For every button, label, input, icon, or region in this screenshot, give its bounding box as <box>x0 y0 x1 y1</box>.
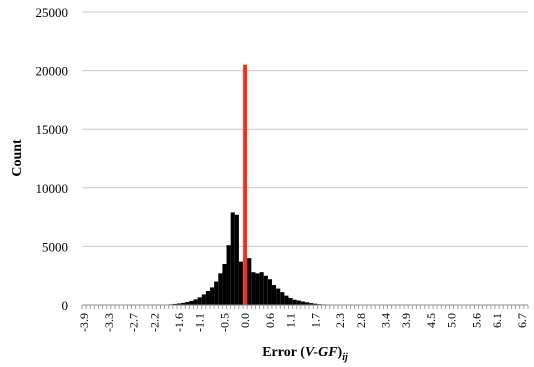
x-tick-label: 3.4 <box>379 313 393 328</box>
histogram-bar <box>296 300 301 305</box>
histogram-bar <box>247 258 252 305</box>
histogram-bar <box>226 245 231 305</box>
histogram-bar <box>214 281 219 305</box>
y-tick-label: 0 <box>62 298 69 313</box>
histogram-bar <box>193 299 198 305</box>
histogram-bar <box>201 294 206 305</box>
histogram-bar <box>251 272 256 305</box>
histogram-bar <box>210 287 215 305</box>
y-tick-labels: 0 5000 10000 15000 20000 25000 <box>36 5 69 313</box>
y-tick-label: 15000 <box>36 122 69 137</box>
x-tick-label: 0.6 <box>263 313 277 328</box>
x-axis-title-variable: V-GF <box>305 345 338 360</box>
histogram-bar <box>284 295 289 305</box>
histogram-bar <box>181 302 186 305</box>
y-tick-label: 10000 <box>36 181 69 196</box>
x-tick-label: -2.2 <box>147 313 161 332</box>
histogram-bar <box>309 303 314 305</box>
histogram-bar <box>189 300 194 305</box>
x-axis-title-subscript: ij <box>342 352 348 363</box>
histogram-bars <box>82 64 528 306</box>
histogram-bar <box>305 302 310 305</box>
x-tick-label: 1.1 <box>284 313 298 328</box>
histogram-bar <box>234 214 239 305</box>
x-axis-line <box>81 304 529 309</box>
histogram-bar <box>280 292 285 305</box>
histogram-bar <box>185 302 190 305</box>
y-tick-label: 20000 <box>36 64 69 79</box>
x-tick-label: 1.7 <box>308 313 322 328</box>
x-tick-label: 6.1 <box>490 313 504 328</box>
histogram-bar <box>222 263 227 305</box>
histogram-bar <box>271 285 277 305</box>
x-axis-title-prefix: Error ( <box>262 345 305 360</box>
histogram-bar <box>230 212 235 305</box>
x-tick-label: 3.9 <box>399 313 413 328</box>
x-tick-labels: -3.9 -3.3 -2.7 -2.2 -1.6 -1.1 -0.5 0.0 0.6 1.1 1.7… <box>77 313 529 332</box>
highlight-bar <box>243 64 248 306</box>
histogram-bar <box>263 275 268 305</box>
histogram-bar <box>255 273 260 305</box>
x-tick-label: 5.0 <box>445 313 459 328</box>
x-tick-label: 2.8 <box>354 313 368 328</box>
y-tick-label: 25000 <box>36 5 69 20</box>
histogram-bar <box>238 261 244 305</box>
x-tick-label: -3.3 <box>102 313 116 332</box>
x-tick-label: 4.5 <box>424 313 438 328</box>
grid-lines <box>82 11 528 247</box>
y-tick-label: 5000 <box>42 239 68 254</box>
x-tick-label: -1.6 <box>172 313 186 332</box>
histogram-bar <box>267 279 272 305</box>
y-axis-title: Count <box>10 139 25 177</box>
histogram-bar <box>292 299 297 305</box>
x-axis-title-suffix: ) <box>338 345 343 360</box>
histogram-bar <box>172 303 177 305</box>
histogram-bar <box>288 297 293 305</box>
histogram-bar <box>176 303 182 305</box>
x-tick-label: 2.3 <box>333 313 347 328</box>
x-axis-title: Error (V-GF)ij <box>262 345 348 363</box>
histogram-bar <box>259 272 264 305</box>
x-tick-label: -3.9 <box>77 313 91 332</box>
x-tick-label: 0.0 <box>238 313 252 328</box>
histogram-bar <box>313 303 318 305</box>
histogram-bar <box>197 297 202 305</box>
histogram-bar <box>300 301 305 305</box>
x-tick-label: -2.7 <box>127 313 141 332</box>
x-tick-label: 5.6 <box>469 313 483 328</box>
x-tick-label: -0.5 <box>218 313 232 332</box>
x-tick-label: 6.7 <box>515 313 529 328</box>
x-tick-label: -1.1 <box>193 313 207 332</box>
histogram-bar <box>276 288 281 305</box>
histogram-bar <box>205 290 211 305</box>
histogram-bar <box>218 273 223 305</box>
